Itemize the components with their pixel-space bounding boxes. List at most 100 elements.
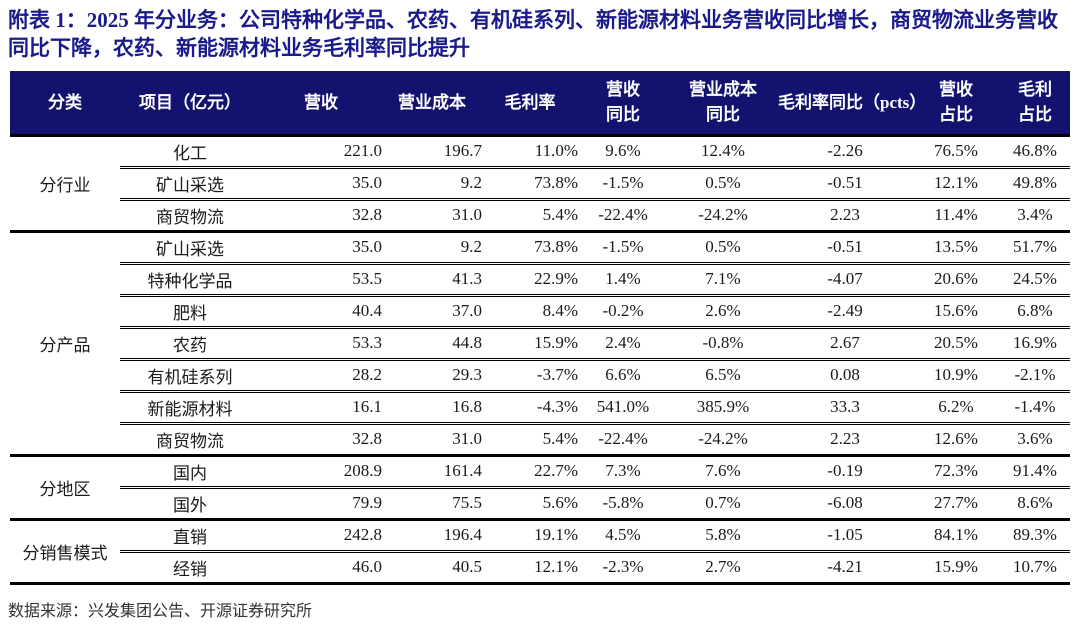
item-name: 化工 (120, 133, 260, 167)
item-name: 国内 (120, 453, 260, 487)
table-row: 分产品 矿山采选 35.0 9.2 73.8% -1.5% 0.5% -0.51… (10, 229, 1070, 455)
cell-gm-yoy: -4.21 (778, 549, 912, 583)
cell-revenue-yoy: -1.5% (578, 165, 668, 199)
cell-profit-share: 10.7% (1000, 549, 1070, 583)
table-row: 分地区 国内 208.9 161.4 22.7% 7.3% 7.6% -0.19… (10, 453, 1070, 519)
cell-revenue-yoy: -0.2% (578, 293, 668, 327)
col-header-cost: 营业成本 (382, 71, 482, 137)
cell-gm-yoy: 33.3 (778, 389, 912, 423)
cell-profit-share: 6.8% (1000, 293, 1070, 327)
cell-revenue-share: 11.4% (912, 197, 1000, 231)
cell-cost-yoy: 5.8% (668, 517, 778, 551)
item-name: 直销 (120, 517, 260, 551)
cell-cost: 75.5 (382, 485, 482, 519)
cell-revenue: 242.8 (260, 517, 382, 551)
cell-profit-share: 3.6% (1000, 421, 1070, 455)
item-name: 农药 (120, 325, 260, 359)
group-label-region: 分地区 (10, 453, 120, 519)
cell-revenue: 79.9 (260, 485, 382, 519)
cell-revenue-share: 12.1% (912, 165, 1000, 199)
cell-cost: 196.7 (382, 133, 482, 167)
cell-revenue-share: 15.6% (912, 293, 1000, 327)
cell-revenue-share: 6.2% (912, 389, 1000, 423)
cell-cost: 31.0 (382, 421, 482, 455)
cell-cost-yoy: 0.5% (668, 165, 778, 199)
cell-cost: 37.0 (382, 293, 482, 327)
cell-revenue-share: 72.3% (912, 453, 1000, 487)
cell-revenue-yoy: -1.5% (578, 229, 668, 263)
cell-profit-share: 16.9% (1000, 325, 1070, 359)
cell-gm-yoy: -6.08 (778, 485, 912, 519)
item-name: 有机硅系列 (120, 357, 260, 391)
item-name: 经销 (120, 549, 260, 583)
cell-cost-yoy: 7.6% (668, 453, 778, 487)
item-name: 矿山采选 (120, 229, 260, 263)
col-header-category: 分类 (10, 71, 120, 137)
cell-revenue: 32.8 (260, 421, 382, 455)
cell-gross-margin: 5.6% (482, 485, 578, 519)
table-row: 分行业 化工 221.0 196.7 11.0% 9.6% 12.4% -2.2… (10, 133, 1070, 231)
cell-gm-yoy: -4.07 (778, 261, 912, 295)
cell-revenue-share: 20.6% (912, 261, 1000, 295)
table-row: 新能源材料 16.1 16.8 -4.3% 541.0% 385.9% 33.3… (10, 389, 1070, 423)
cell-profit-share: -2.1% (1000, 357, 1070, 391)
cell-cost-yoy: 385.9% (668, 389, 778, 423)
col-header-revenue-share: 营收 占比 (912, 71, 1000, 137)
cell-gm-yoy: 2.23 (778, 197, 912, 231)
cell-revenue-yoy: -22.4% (578, 421, 668, 455)
table-row: 商贸物流 32.8 31.0 5.4% -22.4% -24.2% 2.23 1… (10, 197, 1070, 231)
cell-cost-yoy: 0.7% (668, 485, 778, 519)
cell-revenue: 35.0 (260, 229, 382, 263)
cell-revenue-share: 10.9% (912, 357, 1000, 391)
group-label-sales-mode: 分销售模式 (10, 517, 120, 583)
cell-revenue-yoy: 541.0% (578, 389, 668, 423)
cell-revenue-share: 76.5% (912, 133, 1000, 167)
table-row: 经销 46.0 40.5 12.1% -2.3% 2.7% -4.21 15.9… (10, 549, 1070, 583)
item-name: 新能源材料 (120, 389, 260, 423)
table-row: 国外 79.9 75.5 5.6% -5.8% 0.7% -6.08 27.7%… (10, 485, 1070, 519)
cell-cost-yoy: -24.2% (668, 197, 778, 231)
item-name: 肥料 (120, 293, 260, 327)
table-row: 商贸物流 32.8 31.0 5.4% -22.4% -24.2% 2.23 1… (10, 421, 1070, 455)
cell-gross-margin: 19.1% (482, 517, 578, 551)
cell-revenue: 53.3 (260, 325, 382, 359)
col-header-revenue: 营收 (260, 71, 382, 137)
cell-gross-margin: 22.9% (482, 261, 578, 295)
cell-gm-yoy: -0.51 (778, 165, 912, 199)
item-name: 国外 (120, 485, 260, 519)
cell-revenue: 35.0 (260, 165, 382, 199)
cell-profit-share: 91.4% (1000, 453, 1070, 487)
cell-gross-margin: 8.4% (482, 293, 578, 327)
cell-cost-yoy: 6.5% (668, 357, 778, 391)
cell-cost-yoy: 0.5% (668, 229, 778, 263)
cell-cost-yoy: 12.4% (668, 133, 778, 167)
cell-cost-yoy: 2.7% (668, 549, 778, 583)
group-label-industry: 分行业 (10, 133, 120, 231)
item-name: 商贸物流 (120, 421, 260, 455)
table-row: 肥料 40.4 37.0 8.4% -0.2% 2.6% -2.49 15.6%… (10, 293, 1070, 327)
cell-revenue-yoy: -5.8% (578, 485, 668, 519)
cell-gm-yoy: -0.51 (778, 229, 912, 263)
cell-gross-margin: 22.7% (482, 453, 578, 487)
cell-gross-margin: 15.9% (482, 325, 578, 359)
cell-gross-margin: -4.3% (482, 389, 578, 423)
col-header-gross-margin: 毛利率 (482, 71, 578, 137)
group-label-product: 分产品 (10, 229, 120, 455)
cell-cost-yoy: -24.2% (668, 421, 778, 455)
cell-gross-margin: 12.1% (482, 549, 578, 583)
cell-cost: 40.5 (382, 549, 482, 583)
col-header-item: 项目（亿元） (120, 71, 260, 137)
table-row: 农药 53.3 44.8 15.9% 2.4% -0.8% 2.67 20.5%… (10, 325, 1070, 359)
cell-gm-yoy: -2.26 (778, 133, 912, 167)
cell-gm-yoy: 2.23 (778, 421, 912, 455)
cell-cost: 9.2 (382, 165, 482, 199)
cell-revenue-yoy: 4.5% (578, 517, 668, 551)
table-row: 分销售模式 直销 242.8 196.4 19.1% 4.5% 5.8% -1.… (10, 517, 1070, 583)
business-segment-table: 分类 项目（亿元） 营收 营业成本 毛利率 营收 同比 营业成本 同比 毛利率同比（… (10, 71, 1070, 585)
cell-gm-yoy: 0.08 (778, 357, 912, 391)
cell-gross-margin: 5.4% (482, 421, 578, 455)
cell-revenue: 208.9 (260, 453, 382, 487)
cell-revenue-yoy: 7.3% (578, 453, 668, 487)
col-header-revenue-yoy: 营收 同比 (578, 71, 668, 137)
